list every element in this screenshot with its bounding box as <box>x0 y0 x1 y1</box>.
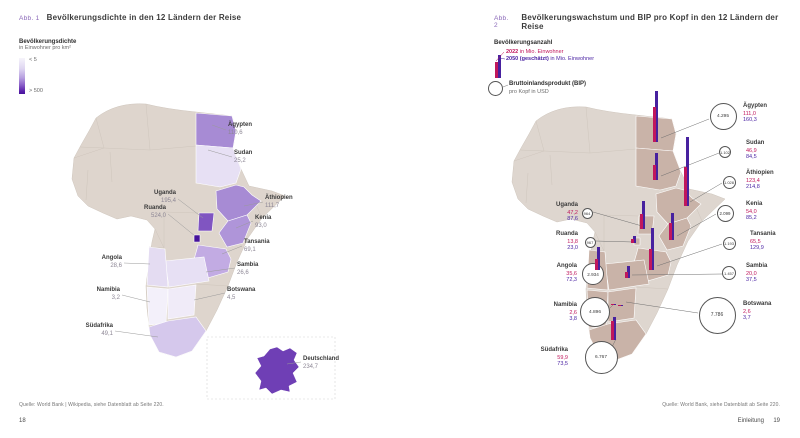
map-suedafrika <box>148 316 207 358</box>
legend-2050: 2050 (geschätzt) in Mio. Einwohner <box>506 56 595 62</box>
africa-silhouette <box>71 103 286 358</box>
map-sudan <box>195 144 242 188</box>
gdp-circle-botswana: 7.786 <box>698 296 736 334</box>
gdp-circle-kenia: 2.099 <box>716 204 734 222</box>
gdp-circle-suedafrika: 6.767 <box>584 340 618 374</box>
country-borders <box>73 103 263 287</box>
legend-2022: 2022 in Mio. Einwohner <box>506 49 564 55</box>
label-ruanda: Ruanda 13,8 23,0 <box>555 231 578 252</box>
label-sambia: Sambia 26,6 <box>237 262 259 276</box>
germany-inset-box <box>206 336 336 400</box>
legend-connector-2050 <box>498 57 506 60</box>
legend-bar-2050-icon <box>497 55 501 78</box>
left-source: Quelle: World Bank | Wikipedia, siehe Da… <box>19 402 164 408</box>
leader-lines <box>592 118 723 348</box>
gdp-circle-sudan: 1.102 <box>719 146 731 158</box>
density-countries <box>146 112 262 358</box>
gdp-circle-aegypten: 4.295 <box>709 102 737 130</box>
leader-lines <box>114 124 302 365</box>
left-page-title: Bevölkerungsdichte in den 12 Ländern der… <box>46 13 242 22</box>
map-aethiopien <box>215 184 262 222</box>
gdp-circle-sambia: 1.457 <box>722 266 736 280</box>
label-tansania: Tansania 65,5 129,9 <box>750 231 776 252</box>
right-page: Abb. 2 Bevölkerungswachstum und BIP pro … <box>400 0 800 438</box>
label-botswana: Botswana 4,5 <box>227 287 256 301</box>
gdp-legend-title: Bruttoinlandsprodukt (BIP) <box>509 81 586 87</box>
label-uganda: Uganda 47,2 87,6 <box>555 202 578 223</box>
label-aegypten: Ägypten 110,6 <box>228 122 252 136</box>
gdp-circle-ruanda: 967 <box>584 236 596 248</box>
map-uganda <box>197 212 215 232</box>
right-page-title: Bevölkerungswachstum und BIP pro Kopf in… <box>521 13 779 31</box>
label-angola: Angola 28,6 <box>101 255 122 269</box>
density-gradient-bar <box>19 58 25 94</box>
label-sudan: Sudan 46,9 84,5 <box>746 140 765 161</box>
map-kenia <box>658 217 692 251</box>
map-ruanda <box>193 234 201 243</box>
map-angola <box>146 246 169 288</box>
legend-gdp-circle-icon <box>488 81 503 96</box>
label-angola: Angola 35,6 72,3 <box>556 263 577 284</box>
density-legend-title: Bevölkerungsdichte <box>19 39 77 45</box>
left-figure-label: Abb. 1 <box>19 15 40 22</box>
density-legend: Bevölkerungsdichte in Einwohner pro km² <box>19 39 76 51</box>
legend-bar-2022-icon <box>495 62 498 78</box>
gdp-circle-uganda: 964 <box>581 207 593 219</box>
label-tansania: Tansania 69,1 <box>244 239 270 253</box>
label-namibia: Namibia 3,2 <box>96 287 120 301</box>
gdp-circle-angola: 2.934 <box>582 263 604 285</box>
label-aethiopien: Äthiopien 111,7 <box>265 195 293 209</box>
map-aethiopien <box>655 187 702 225</box>
label-suedafrika: Südafrika 49,1 <box>85 323 113 337</box>
left-figure-header: Abb. 1 Bevölkerungsdichte in den 12 Länd… <box>19 13 241 22</box>
density-min-label: < 5 <box>29 57 37 63</box>
map-kenia <box>218 214 252 248</box>
legend-connector-gdp <box>502 84 509 88</box>
gdp-circle-tansania: 1.193 <box>722 236 736 250</box>
map-namibia <box>146 286 169 326</box>
label-kenia: Kenia 93,0 <box>255 215 272 229</box>
density-max-label: > 500 <box>29 88 43 94</box>
left-page-number: 18 <box>19 418 26 424</box>
map-sambia <box>164 256 210 288</box>
label-sambia: Sambia 20,0 37,5 <box>746 263 768 284</box>
map-aegypten <box>195 112 237 149</box>
right-figure-label: Abb. 2 <box>494 15 509 29</box>
density-legend-subtitle: in Einwohner pro km² <box>19 45 71 51</box>
label-kenia: Kenia 54,0 85,2 <box>746 201 763 222</box>
label-sudan: Sudan 25,2 <box>234 150 253 164</box>
right-source: Quelle: World Bank, siehe Datenblatt ab … <box>662 402 780 408</box>
country-borders <box>513 106 703 290</box>
map-sudan <box>635 147 682 191</box>
map-botswana <box>167 284 197 320</box>
label-suedafrika: Südafrika 59,9 73,5 <box>540 347 568 368</box>
label-aegypten: Ägypten 111,0 160,3 <box>743 103 767 124</box>
right-page-footer: Einleitung 19 <box>738 418 780 424</box>
label-ruanda: Ruanda 524,0 <box>143 205 166 219</box>
label-namibia: Namibia 2,6 3,8 <box>553 302 577 323</box>
population-legend-title: Bevölkerungsanzahl <box>494 40 553 46</box>
right-page-number: 19 <box>773 418 780 424</box>
right-figure-header: Abb. 2 Bevölkerungswachstum und BIP pro … <box>494 13 800 31</box>
gdp-circle-namibia: 4.896 <box>580 297 610 327</box>
label-uganda: Uganda 195,4 <box>153 190 176 204</box>
label-botswana: Botswana 2,6 3,7 <box>743 301 772 322</box>
legend-connector-2022 <box>495 51 505 62</box>
gdp-circle-aethiopien: 1.028 <box>722 175 736 189</box>
density-map-africa <box>71 103 336 400</box>
gdp-legend-subtitle: pro Kopf in USD <box>509 89 549 95</box>
footer-section-label: Einleitung <box>737 418 764 424</box>
map-deutschland <box>254 346 300 395</box>
label-aethiopien: Äthiopien 123,4 214,8 <box>746 170 774 191</box>
left-page: Abb. 1 Bevölkerungsdichte in den 12 Länd… <box>19 13 340 424</box>
label-deutschland: Deutschland 234,7 <box>303 356 340 370</box>
